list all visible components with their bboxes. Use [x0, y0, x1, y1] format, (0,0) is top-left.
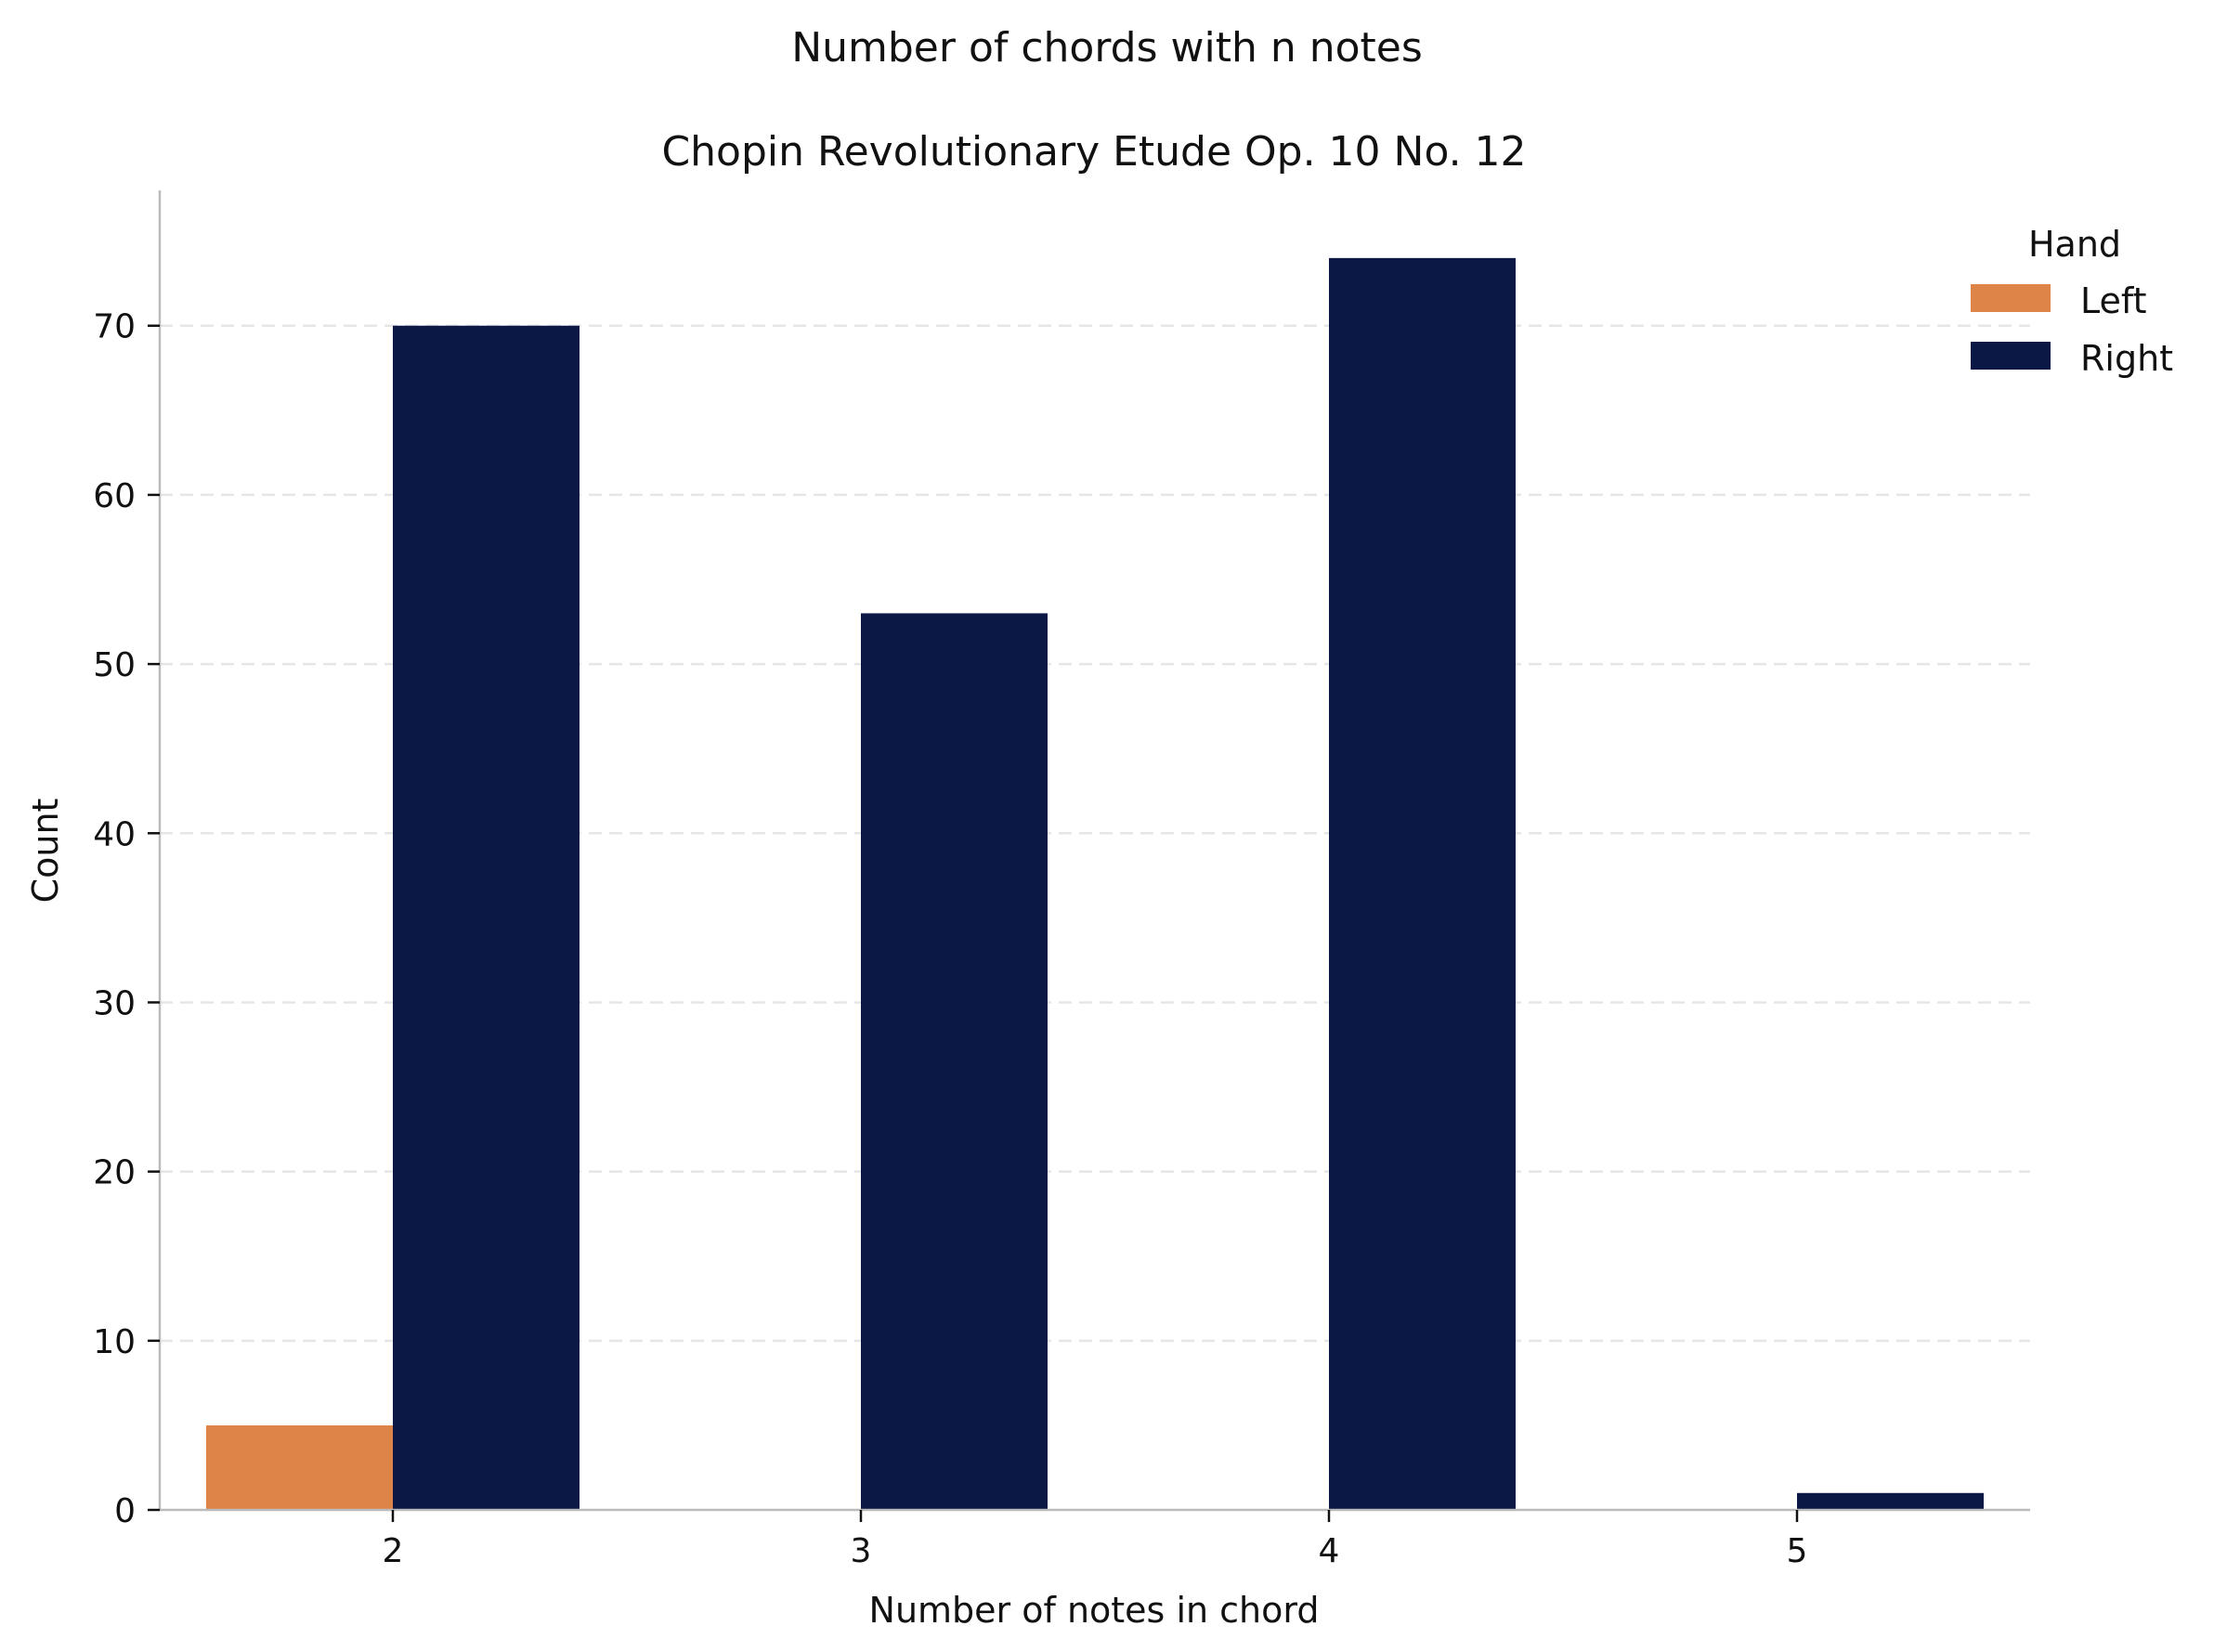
x-tick-label-2: 2 — [383, 1532, 404, 1570]
bar-right-2 — [393, 325, 580, 1510]
legend-swatch-right — [1971, 342, 2051, 370]
x-tick-label-3: 3 — [851, 1532, 872, 1570]
chart-title: Number of chords with n notes — [791, 24, 1423, 72]
y-tick-label-0: 0 — [114, 1492, 136, 1530]
bars — [206, 257, 1984, 1510]
y-axis-label: Count — [25, 799, 66, 904]
y-tick-label-10: 10 — [93, 1323, 136, 1361]
y-tick-label-50: 50 — [93, 646, 136, 684]
legend: Hand Left Right — [1971, 224, 2173, 379]
bar-right-3 — [861, 613, 1048, 1510]
bar-right-5 — [1797, 1492, 1984, 1510]
x-tick-label-4: 4 — [1319, 1532, 1340, 1570]
y-tick-label-30: 30 — [93, 984, 136, 1022]
y-axis-ticks: 0 10 20 30 40 50 60 70 — [93, 308, 160, 1530]
legend-label-left: Left — [2080, 280, 2147, 321]
y-tick-label-40: 40 — [93, 815, 136, 853]
bar-right-4 — [1329, 257, 1516, 1510]
legend-items: Left Right — [1971, 280, 2173, 379]
legend-title: Hand — [2028, 224, 2121, 265]
chart-subtitle: Chopin Revolutionary Etude Op. 10 No. 12 — [661, 128, 1526, 176]
y-tick-label-70: 70 — [93, 308, 136, 346]
x-axis-label: Number of notes in chord — [869, 1590, 1320, 1631]
legend-label-right: Right — [2080, 338, 2173, 379]
bar-left-2 — [206, 1424, 393, 1510]
x-tick-label-5: 5 — [1787, 1532, 1808, 1570]
legend-swatch-left — [1971, 284, 2051, 312]
x-axis-ticks: 2 3 4 5 — [383, 1510, 1808, 1570]
y-tick-label-20: 20 — [93, 1154, 136, 1192]
y-tick-label-60: 60 — [93, 477, 136, 515]
